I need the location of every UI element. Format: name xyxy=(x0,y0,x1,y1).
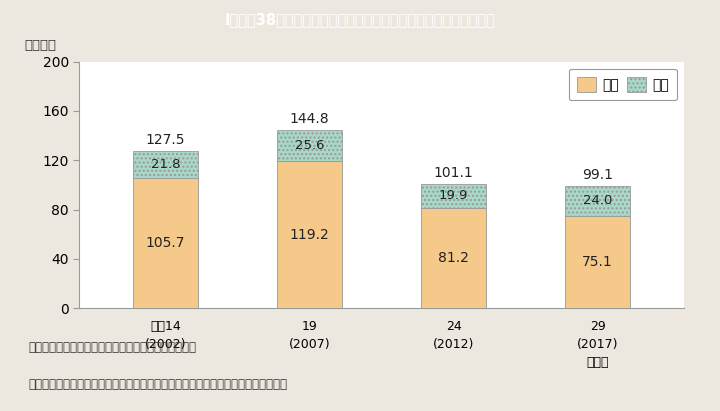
Text: 127.5: 127.5 xyxy=(146,133,185,147)
Text: ２．調査時点の過去１年間に「介護・看護のため」に前職を離職した者。: ２．調査時点の過去１年間に「介護・看護のため」に前職を離職した者。 xyxy=(29,378,288,391)
Bar xyxy=(133,178,198,308)
Bar xyxy=(565,216,630,308)
Text: 19.9: 19.9 xyxy=(439,189,468,202)
Text: 105.7: 105.7 xyxy=(146,236,185,250)
Bar xyxy=(565,186,630,216)
Text: （千人）: （千人） xyxy=(24,39,57,52)
Text: 119.2: 119.2 xyxy=(289,228,330,242)
Bar xyxy=(277,161,342,308)
Text: 21.8: 21.8 xyxy=(151,158,180,171)
Text: （備考）１．総務省「就業構造基本調査」より作成。: （備考）１．総務省「就業構造基本調査」より作成。 xyxy=(29,341,197,354)
Text: 81.2: 81.2 xyxy=(438,251,469,265)
Text: 101.1: 101.1 xyxy=(433,166,474,180)
Bar xyxy=(421,208,486,308)
Text: 75.1: 75.1 xyxy=(582,255,613,269)
Text: 99.1: 99.1 xyxy=(582,169,613,182)
Text: 25.6: 25.6 xyxy=(295,139,324,152)
Legend: 女性, 男性: 女性, 男性 xyxy=(569,69,677,100)
Text: 24.0: 24.0 xyxy=(583,194,612,208)
Bar xyxy=(277,130,342,161)
Bar xyxy=(133,151,198,178)
Text: 144.8: 144.8 xyxy=(289,112,330,126)
Text: I－特－38図　介護・看護を理由とした離職者数の推移（男女別）: I－特－38図 介護・看護を理由とした離職者数の推移（男女別） xyxy=(225,12,495,27)
Bar xyxy=(421,184,486,208)
